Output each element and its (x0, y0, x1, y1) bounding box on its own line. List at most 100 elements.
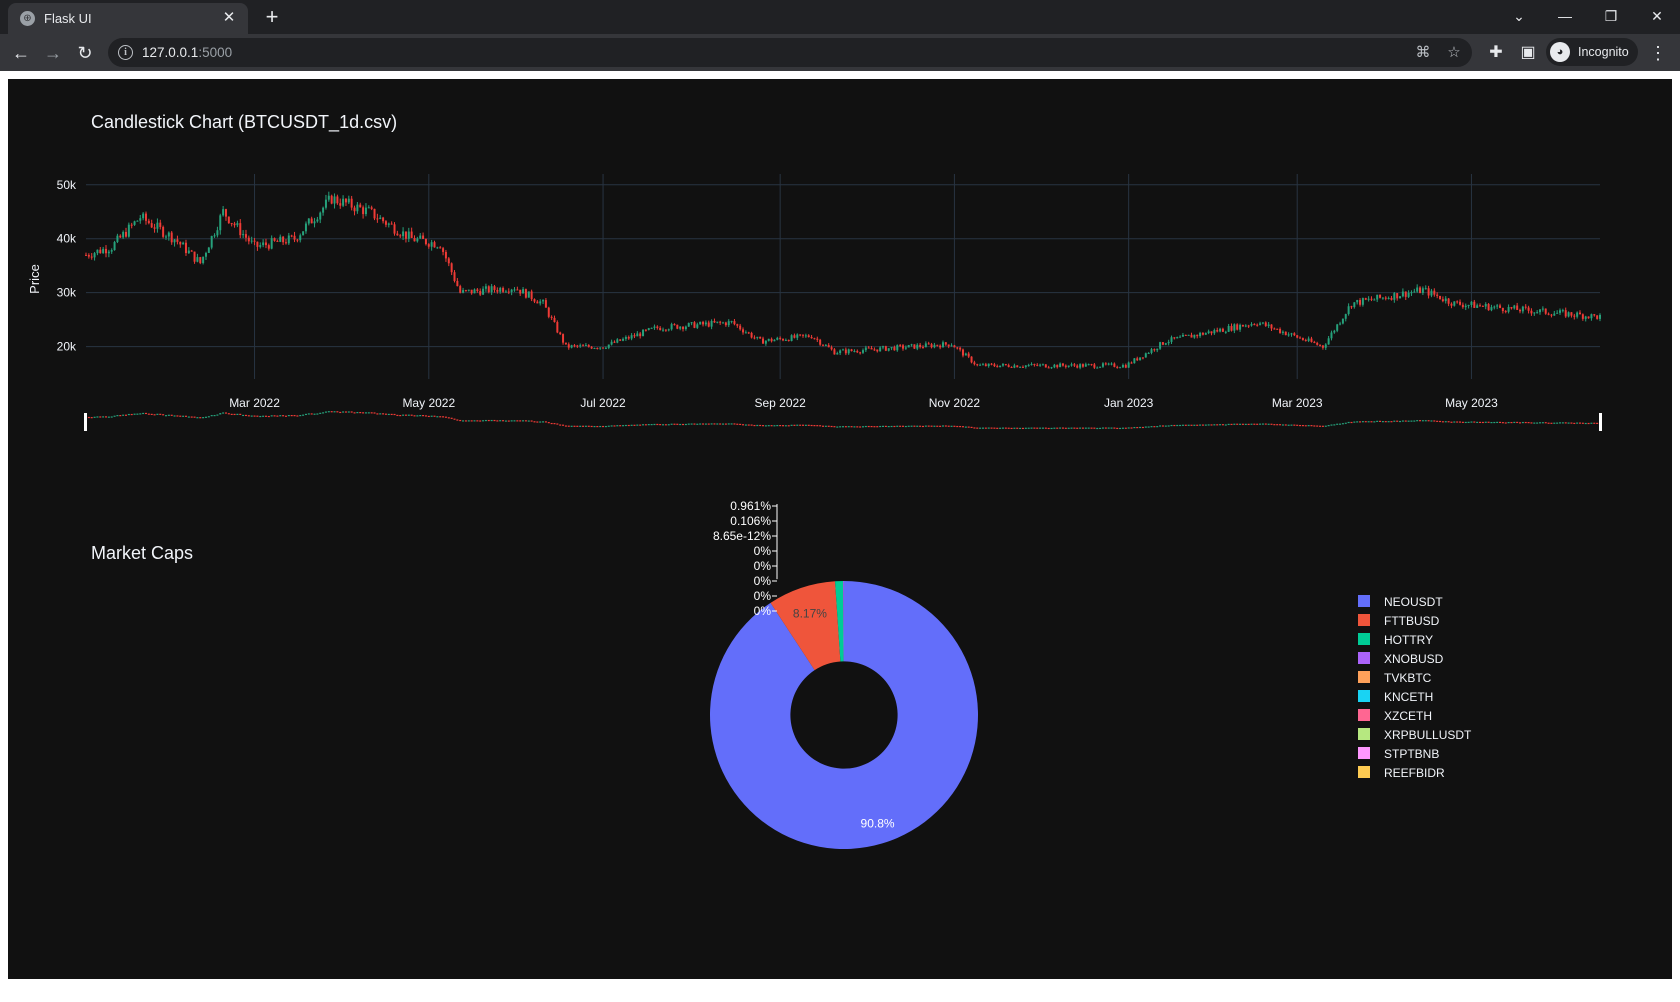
restore-button[interactable]: ❐ (1604, 8, 1618, 24)
candle (1416, 284, 1419, 293)
legend-item[interactable]: STPTBNB (1358, 747, 1439, 761)
new-tab-button[interactable]: + (265, 4, 279, 29)
slider-candle (1553, 422, 1556, 424)
candle (524, 288, 527, 299)
incognito-profile-button[interactable]: ◕ Incognito (1546, 38, 1638, 66)
slider-candle (96, 416, 99, 418)
info-icon[interactable]: i (118, 45, 133, 60)
extensions-icon[interactable]: ✚ (1489, 44, 1503, 61)
url-port: :5000 (198, 45, 233, 60)
address-bar[interactable]: i 127.0.0.1:5000 ⌘ ☆ (108, 38, 1472, 67)
candle (727, 319, 730, 328)
close-tab-icon[interactable]: ✕ (222, 9, 236, 26)
candle (533, 298, 536, 304)
forward-button[interactable]: → (44, 43, 62, 63)
legend-swatch (1358, 595, 1370, 607)
slider-candle (544, 421, 547, 423)
slider-candle (1333, 424, 1336, 426)
slider-candle (273, 415, 276, 417)
slider-candle (1136, 426, 1139, 429)
candlestick-title: Candlestick Chart (BTCUSDT_1d.csv) (91, 112, 397, 133)
slider-candle (1439, 420, 1442, 423)
candle (359, 202, 362, 208)
candle (850, 348, 853, 352)
market-caps-chart[interactable]: Market Caps 90.8% 8.17% 0.961%0.106%8.65e-… (8, 479, 1672, 979)
slider-candle (1476, 421, 1479, 424)
pie-slice[interactable] (770, 581, 841, 671)
pie-slice[interactable] (709, 581, 978, 849)
slider-candle (519, 420, 522, 422)
slider-candle (1479, 421, 1482, 424)
slider-candle (224, 412, 227, 414)
slider-candle (776, 424, 779, 427)
candle (656, 325, 659, 330)
browser-menu-icon[interactable]: ⋮ (1649, 43, 1667, 63)
slider-candle (670, 423, 673, 425)
candle (256, 241, 259, 251)
candle (1399, 295, 1402, 299)
slider-candle (1173, 424, 1176, 427)
range-slider-right-handle[interactable] (1599, 413, 1602, 431)
range-slider[interactable] (84, 411, 1602, 431)
y-tick-label: 30k (57, 286, 77, 300)
legend-item[interactable]: KNCETH (1358, 690, 1433, 704)
url-host: 127.0.0.1 (142, 45, 199, 60)
candle (750, 331, 753, 339)
back-button[interactable]: ← (12, 43, 30, 63)
legend-item[interactable]: NEOUSDT (1358, 595, 1443, 609)
legend-item[interactable]: HOTTRY (1358, 633, 1433, 647)
slider-candle (1316, 425, 1319, 427)
slider-candle (1261, 423, 1264, 425)
candle (816, 336, 819, 343)
candle (1093, 363, 1096, 369)
legend-item[interactable]: XNOBUSD (1358, 652, 1444, 666)
bookmark-star-icon[interactable]: ☆ (1447, 44, 1461, 61)
candle (1013, 363, 1016, 369)
legend-label: XZCETH (1384, 709, 1432, 723)
candle (1247, 324, 1250, 328)
legend-item[interactable]: TVKBTC (1358, 671, 1432, 685)
slider-candle (1533, 422, 1536, 424)
slider-candle (496, 420, 499, 422)
slider-candle (1307, 425, 1310, 427)
reload-button[interactable]: ↻ (77, 43, 93, 63)
slider-candle (1364, 421, 1367, 423)
candle (650, 327, 653, 329)
slider-candle (573, 425, 576, 427)
slider-candle (390, 413, 393, 416)
translate-icon[interactable]: ⌘ (1415, 44, 1431, 61)
slider-candle (282, 415, 285, 417)
candle (984, 362, 987, 367)
slider-candle (747, 424, 750, 426)
candle (804, 333, 807, 338)
slider-candle (944, 425, 947, 427)
range-slider-left-handle[interactable] (84, 413, 87, 431)
slider-candle (782, 425, 785, 427)
legend-item[interactable]: REEFBIDR (1358, 766, 1445, 780)
legend-item[interactable]: XRPBULLUSDT (1358, 728, 1472, 742)
legend-item[interactable]: FTTBUSD (1358, 614, 1440, 628)
url-text[interactable]: 127.0.0.1:5000 (142, 45, 232, 60)
tab-search-icon[interactable]: ⌄ (1513, 8, 1525, 24)
legend-item[interactable]: XZCETH (1358, 709, 1432, 723)
candle (633, 333, 636, 339)
slider-candle (1381, 421, 1384, 423)
close-window-button[interactable]: ✕ (1651, 8, 1663, 24)
candle (1424, 285, 1427, 290)
candle (987, 363, 990, 368)
candle (236, 220, 239, 228)
candle (1050, 366, 1053, 369)
slider-candle (859, 426, 862, 428)
pie-slice[interactable] (843, 581, 844, 662)
slider-candle (1044, 427, 1047, 429)
candle (867, 345, 870, 349)
candlestick-chart[interactable]: Candlestick Chart (BTCUSDT_1d.csv) Price… (8, 79, 1672, 449)
slider-candle (596, 425, 599, 428)
side-panel-icon[interactable]: ▣ (1520, 44, 1536, 61)
browser-tab[interactable]: ⊕ Flask UI ✕ (8, 3, 248, 34)
pie-slice[interactable] (835, 581, 844, 662)
candle (1039, 363, 1042, 367)
minimize-button[interactable]: — (1558, 8, 1572, 24)
slider-candle (890, 425, 893, 428)
slider-candle (302, 414, 305, 416)
